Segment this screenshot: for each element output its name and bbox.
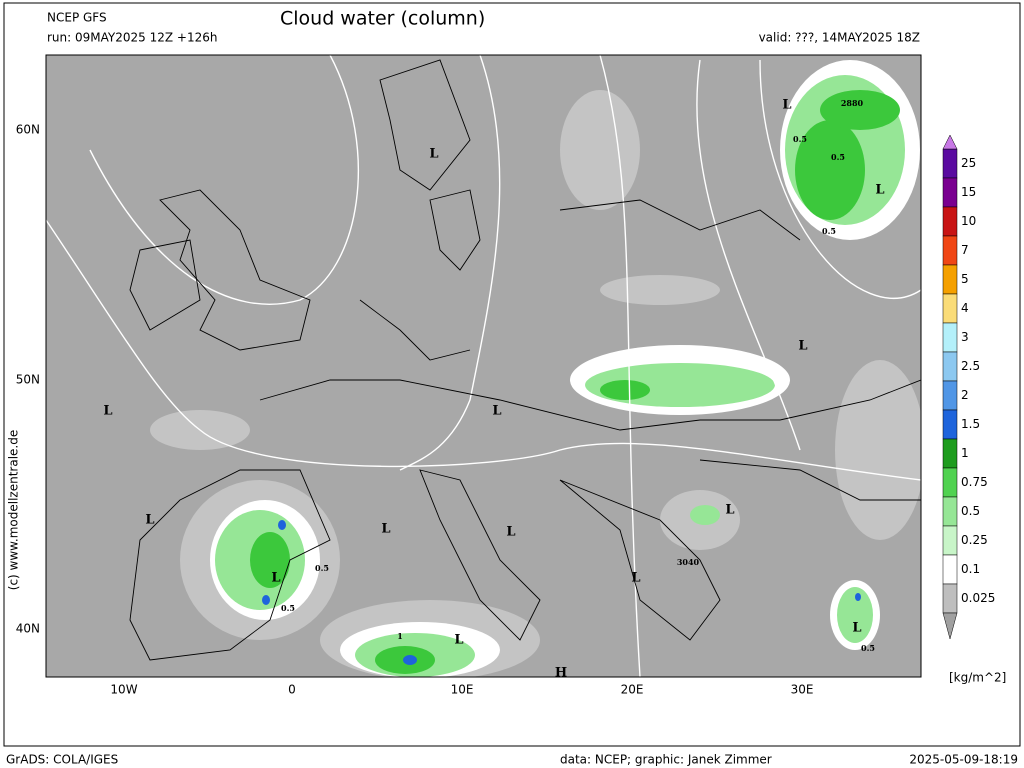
- contour-label: 0.5: [831, 152, 845, 162]
- contour-label: 0.5: [822, 226, 836, 236]
- legend-label: 4: [961, 301, 969, 315]
- contour-label: 0.5: [315, 563, 329, 573]
- legend-label: 0.25: [961, 533, 988, 547]
- legend-label: 0.1: [961, 562, 980, 576]
- legend-label: 1.5: [961, 417, 980, 431]
- legend-arrow-top: [942, 134, 958, 150]
- legend-swatch: [942, 351, 958, 382]
- legend-swatch: [942, 293, 958, 324]
- contour-label: 0.5: [861, 643, 875, 653]
- pressure-center: L: [454, 633, 463, 648]
- cloud-2: [262, 520, 861, 665]
- unit: [kg/m^2]: [949, 671, 1006, 685]
- legend-swatch: [942, 438, 958, 469]
- contour-label: 3040: [677, 557, 700, 567]
- lat-label: 50N: [16, 373, 40, 387]
- credit: (c) www.modellzentrale.de: [7, 430, 21, 590]
- colorbar: [942, 134, 958, 640]
- valid: valid: ???, 14MAY2025 18Z: [759, 31, 920, 45]
- contour-label: 0.5: [793, 134, 807, 144]
- footer-middle: data: NCEP; graphic: Janek Zimmer: [560, 753, 772, 767]
- legend-label: 2.5: [961, 359, 980, 373]
- legend-swatch: [942, 467, 958, 498]
- title: Cloud water (column): [280, 8, 485, 30]
- map-frame: [45, 54, 922, 678]
- pressure-center: L: [103, 404, 112, 419]
- legend-label: 0.5: [961, 504, 980, 518]
- legend-swatch: [942, 380, 958, 411]
- legend-label: 5: [961, 272, 969, 286]
- legend-label: 3: [961, 330, 969, 344]
- legend-swatch: [942, 235, 958, 266]
- pressure-center: L: [381, 522, 390, 537]
- pressure-center: L: [782, 98, 791, 113]
- pressure-center: L: [875, 183, 884, 198]
- contours: [46, 55, 921, 677]
- legend-label: 10: [961, 214, 976, 228]
- model: NCEP GFS: [47, 11, 107, 25]
- lon-label: 0: [288, 683, 296, 697]
- legend-swatch: [942, 322, 958, 353]
- pressure-center: L: [798, 339, 807, 354]
- pressure-center: L: [725, 503, 734, 518]
- legend-swatch: [942, 583, 958, 614]
- contour-label: 0.5: [281, 603, 295, 613]
- legend-label: 2: [961, 388, 969, 402]
- pressure-center: L: [506, 525, 515, 540]
- pressure-center: L: [852, 621, 861, 636]
- pressure-center: L: [492, 404, 501, 419]
- legend-swatch: [942, 554, 958, 585]
- pressure-center: L: [429, 147, 438, 162]
- legend-swatch: [942, 525, 958, 556]
- pressure-center: H: [555, 666, 567, 681]
- lat-label: 60N: [16, 123, 40, 137]
- legend-swatch: [942, 409, 958, 440]
- legend-swatch: [942, 177, 958, 208]
- legend-arrow-bottom: [942, 612, 958, 640]
- pressure-center: L: [271, 571, 280, 586]
- contour-label: 2880: [841, 98, 864, 108]
- pressure-center: L: [631, 571, 640, 586]
- coastlines: [129, 59, 921, 661]
- legend-swatch: [942, 264, 958, 295]
- pressure-center: L: [145, 513, 154, 528]
- legend-label: 15: [961, 185, 976, 199]
- legend-swatch: [942, 148, 958, 179]
- map: [45, 54, 922, 678]
- contour-label: 1: [397, 631, 403, 641]
- lon-label: 20E: [621, 683, 644, 697]
- footer-left: GrADS: COLA/IGES: [6, 753, 118, 767]
- run: run: 09MAY2025 12Z +126h: [47, 31, 217, 45]
- legend-label: 0.75: [961, 475, 988, 489]
- legend-label: 0.025: [961, 591, 995, 605]
- lat-label: 40N: [16, 622, 40, 636]
- cloud-1: [250, 90, 900, 674]
- footer-right: 2025-05-09-18:19: [909, 753, 1018, 767]
- lon-label: 10W: [110, 683, 137, 697]
- legend-swatch: [942, 206, 958, 237]
- lon-label: 10E: [451, 683, 474, 697]
- lon-label: 30E: [791, 683, 814, 697]
- legend-label: 25: [961, 156, 976, 170]
- legend-label: 7: [961, 243, 969, 257]
- legend-label: 1: [961, 446, 969, 460]
- legend-swatch: [942, 496, 958, 527]
